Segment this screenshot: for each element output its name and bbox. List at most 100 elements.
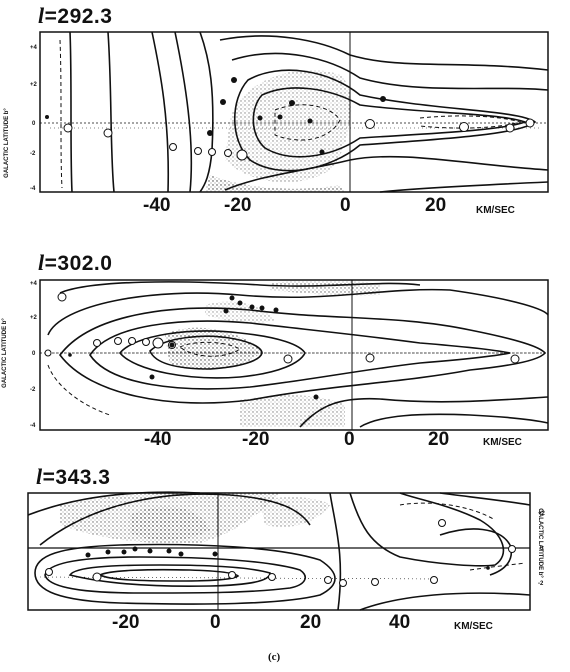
panel-1-open-marker (505, 123, 515, 133)
panel-1-open-marker (169, 143, 177, 151)
panel-1-filled-marker (45, 115, 49, 119)
panel-3-filled-marker (85, 552, 91, 558)
panel-1-open-marker (224, 149, 232, 157)
panel-2-contour-map: +4 +2 0 -2 -4 (30, 279, 549, 431)
panel-1-filled-marker (307, 118, 313, 124)
panel-1-longitude-symbol: l (38, 3, 45, 28)
panel-2-open-marker (93, 339, 101, 347)
panel-3-cloud-markers (85, 546, 490, 570)
figure-caption: (c) (268, 651, 281, 663)
panel-2-open-marker (152, 337, 164, 349)
panel-2-peak-markers (44, 292, 520, 364)
panel-2-filled-marker (237, 300, 243, 306)
panel-2-open-marker (57, 292, 67, 302)
panel-3-unit-label: KM/SEC (454, 621, 493, 632)
panel-3-filled-marker (105, 549, 111, 555)
panel-3-filled-marker (147, 548, 153, 554)
panel-2-filled-marker (223, 308, 229, 314)
panel-3-dashed-contour (469, 562, 526, 571)
panel-1-xtick: 20 (425, 195, 447, 216)
panel-3-contour-map: +2 0 -2 (27, 491, 546, 611)
panel-2-ytick: +2 (30, 315, 38, 321)
panel-2-filled-marker (249, 304, 255, 310)
panel-1-open-marker (525, 118, 535, 128)
panel-1-filled-marker (277, 114, 283, 120)
panel-1-filled-marker (231, 77, 237, 83)
panel-1-filled-marker (289, 100, 295, 106)
panel-3-contours (27, 491, 531, 611)
panel-3-xtick: 20 (300, 612, 322, 633)
panel-2-xtick: -20 (242, 429, 270, 450)
panel-1-filled-marker (220, 99, 226, 105)
panel-1-filled-marker (207, 130, 213, 136)
panel-2-open-marker (510, 354, 520, 364)
panel-3-stipple-region (260, 497, 330, 527)
panel-2-cloud-markers (68, 295, 319, 400)
panel-3-open-marker (228, 571, 236, 579)
panel-1-ytick: 0 (32, 121, 36, 127)
panel-3-open-marker (371, 578, 379, 586)
panel-3-stipple-region (130, 506, 210, 541)
panel-1-open-marker (63, 123, 73, 133)
panel-3-open-marker (92, 572, 102, 582)
panel-1-ytick: +2 (30, 82, 38, 88)
panel-2-filled-marker (259, 305, 265, 311)
panel-3-filled-marker (486, 566, 490, 570)
panel-3-filled-marker (212, 551, 218, 557)
panel-3-longitude-symbol: l (36, 464, 43, 489)
panel-2-ytick: -2 (30, 387, 36, 393)
panel-1-filled-marker (380, 96, 386, 102)
panel-3-dashed-contour (399, 502, 496, 521)
panel-1-peak-markers (63, 118, 535, 161)
panel-3-title: l=343.3 (36, 464, 110, 490)
panel-1-ytick: +4 (30, 45, 38, 51)
panel-2-dashed-contour (179, 341, 241, 357)
panel-3-open-marker (339, 579, 347, 587)
panel-2-unit-label: KM/SEC (483, 437, 522, 448)
panel-2-y-ticks: +4 +2 0 -2 -4 (30, 281, 38, 429)
panel-3-ytick: +2 (538, 511, 546, 517)
panel-3-open-marker (324, 576, 332, 584)
panel-2-longitude-symbol: l (38, 250, 45, 275)
panel-1-ytick: -2 (30, 151, 36, 157)
panel-3-ytick: -2 (538, 581, 544, 587)
panel-2-xtick: 0 (344, 429, 355, 450)
panel-2-xtick: -40 (144, 429, 172, 450)
panel-1-contour-map: +4 +2 0 -2 -4 (30, 31, 549, 193)
panel-1-open-marker (459, 122, 469, 132)
panel-2-ytick: -4 (30, 423, 36, 429)
panel-3-open-marker (268, 573, 276, 581)
panel-3-ridge-trace (39, 576, 441, 580)
panel-1-filled-marker (257, 115, 263, 121)
panel-1-stipple-region (225, 70, 351, 183)
panel-3-filled-marker (121, 549, 127, 555)
panel-2-open-marker (365, 353, 375, 363)
panel-1-filled-marker (319, 149, 325, 155)
panel-1-longitude-value: =292.3 (44, 5, 113, 28)
panel-2-filled-marker (229, 295, 235, 301)
panel-2-ytick: 0 (32, 351, 36, 357)
panel-2-open-marker (114, 337, 122, 345)
panel-2-stipple-region (205, 301, 275, 323)
panel-3-filled-marker (132, 546, 138, 552)
panel-1-xtick: -20 (224, 195, 252, 216)
panel-2-frame (39, 279, 549, 431)
panel-3-filled-marker (178, 551, 184, 557)
panel-1-contours (69, 31, 549, 193)
panel-1-cloud-markers (45, 77, 386, 155)
panel-1-stipple-region (205, 175, 345, 192)
panel-2-filled-marker (273, 307, 279, 313)
panel-2-filled-marker (68, 353, 72, 357)
panel-2-filled-marker (149, 374, 155, 380)
panel-3-y-ticks: +2 0 -2 (538, 511, 546, 587)
panel-3-filled-marker (166, 548, 172, 554)
panel-2-stipple-region (165, 327, 262, 370)
panel-2-title: l=302.0 (38, 250, 112, 276)
panel-3-open-marker (45, 568, 53, 576)
panel-2-open-marker (142, 338, 150, 346)
panel-2-open-marker (128, 337, 136, 345)
panel-1-open-marker (365, 119, 375, 129)
panel-1-xtick: -40 (143, 195, 171, 216)
panel-3-peak-markers (45, 519, 516, 587)
panel-1-unit-label: KM/SEC (476, 205, 515, 216)
